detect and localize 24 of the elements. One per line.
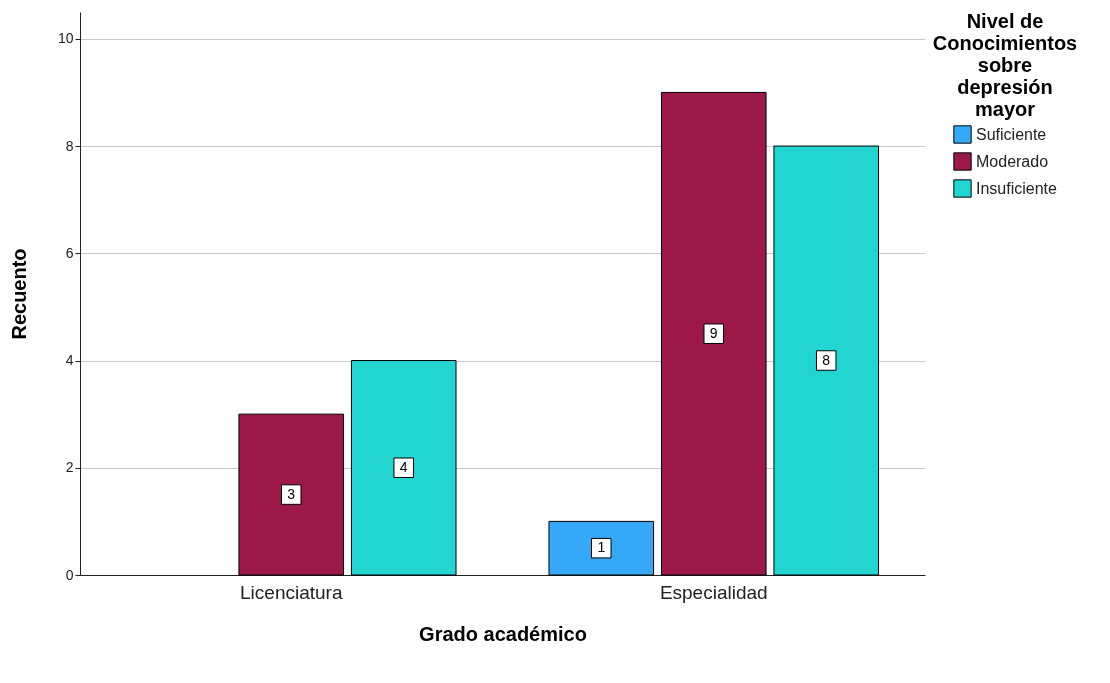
legend-title: Nivel de Conocimientos sobre depresión mayor (932, 10, 1078, 120)
bar (548, 520, 655, 576)
x-tick-label: Licenciatura (240, 581, 343, 603)
data-label: 1 (597, 539, 606, 556)
y-tick-label: 0 (65, 566, 74, 583)
bar (660, 91, 767, 576)
data-label: 4 (399, 458, 408, 475)
y-tick-label: 6 (65, 244, 74, 261)
legend-label: Insuficiente (976, 179, 1058, 197)
bar (773, 145, 880, 576)
x-tick-label: Especialidad (659, 581, 768, 603)
y-tick-label: 4 (65, 352, 74, 369)
y-tick-label: 2 (65, 459, 74, 476)
bar (350, 360, 457, 576)
data-label: 8 (822, 351, 831, 368)
data-label: 9 (709, 324, 718, 341)
x-axis-title: Grado académico (419, 622, 587, 645)
y-tick-label: 10 (57, 30, 74, 47)
bar (238, 413, 345, 576)
y-tick-label: 8 (65, 137, 74, 154)
data-label: 3 (287, 485, 296, 502)
legend-label: Moderado (976, 152, 1049, 170)
legend-label: Suficiente (976, 125, 1047, 143)
y-axis-title: Recuento (7, 248, 30, 340)
